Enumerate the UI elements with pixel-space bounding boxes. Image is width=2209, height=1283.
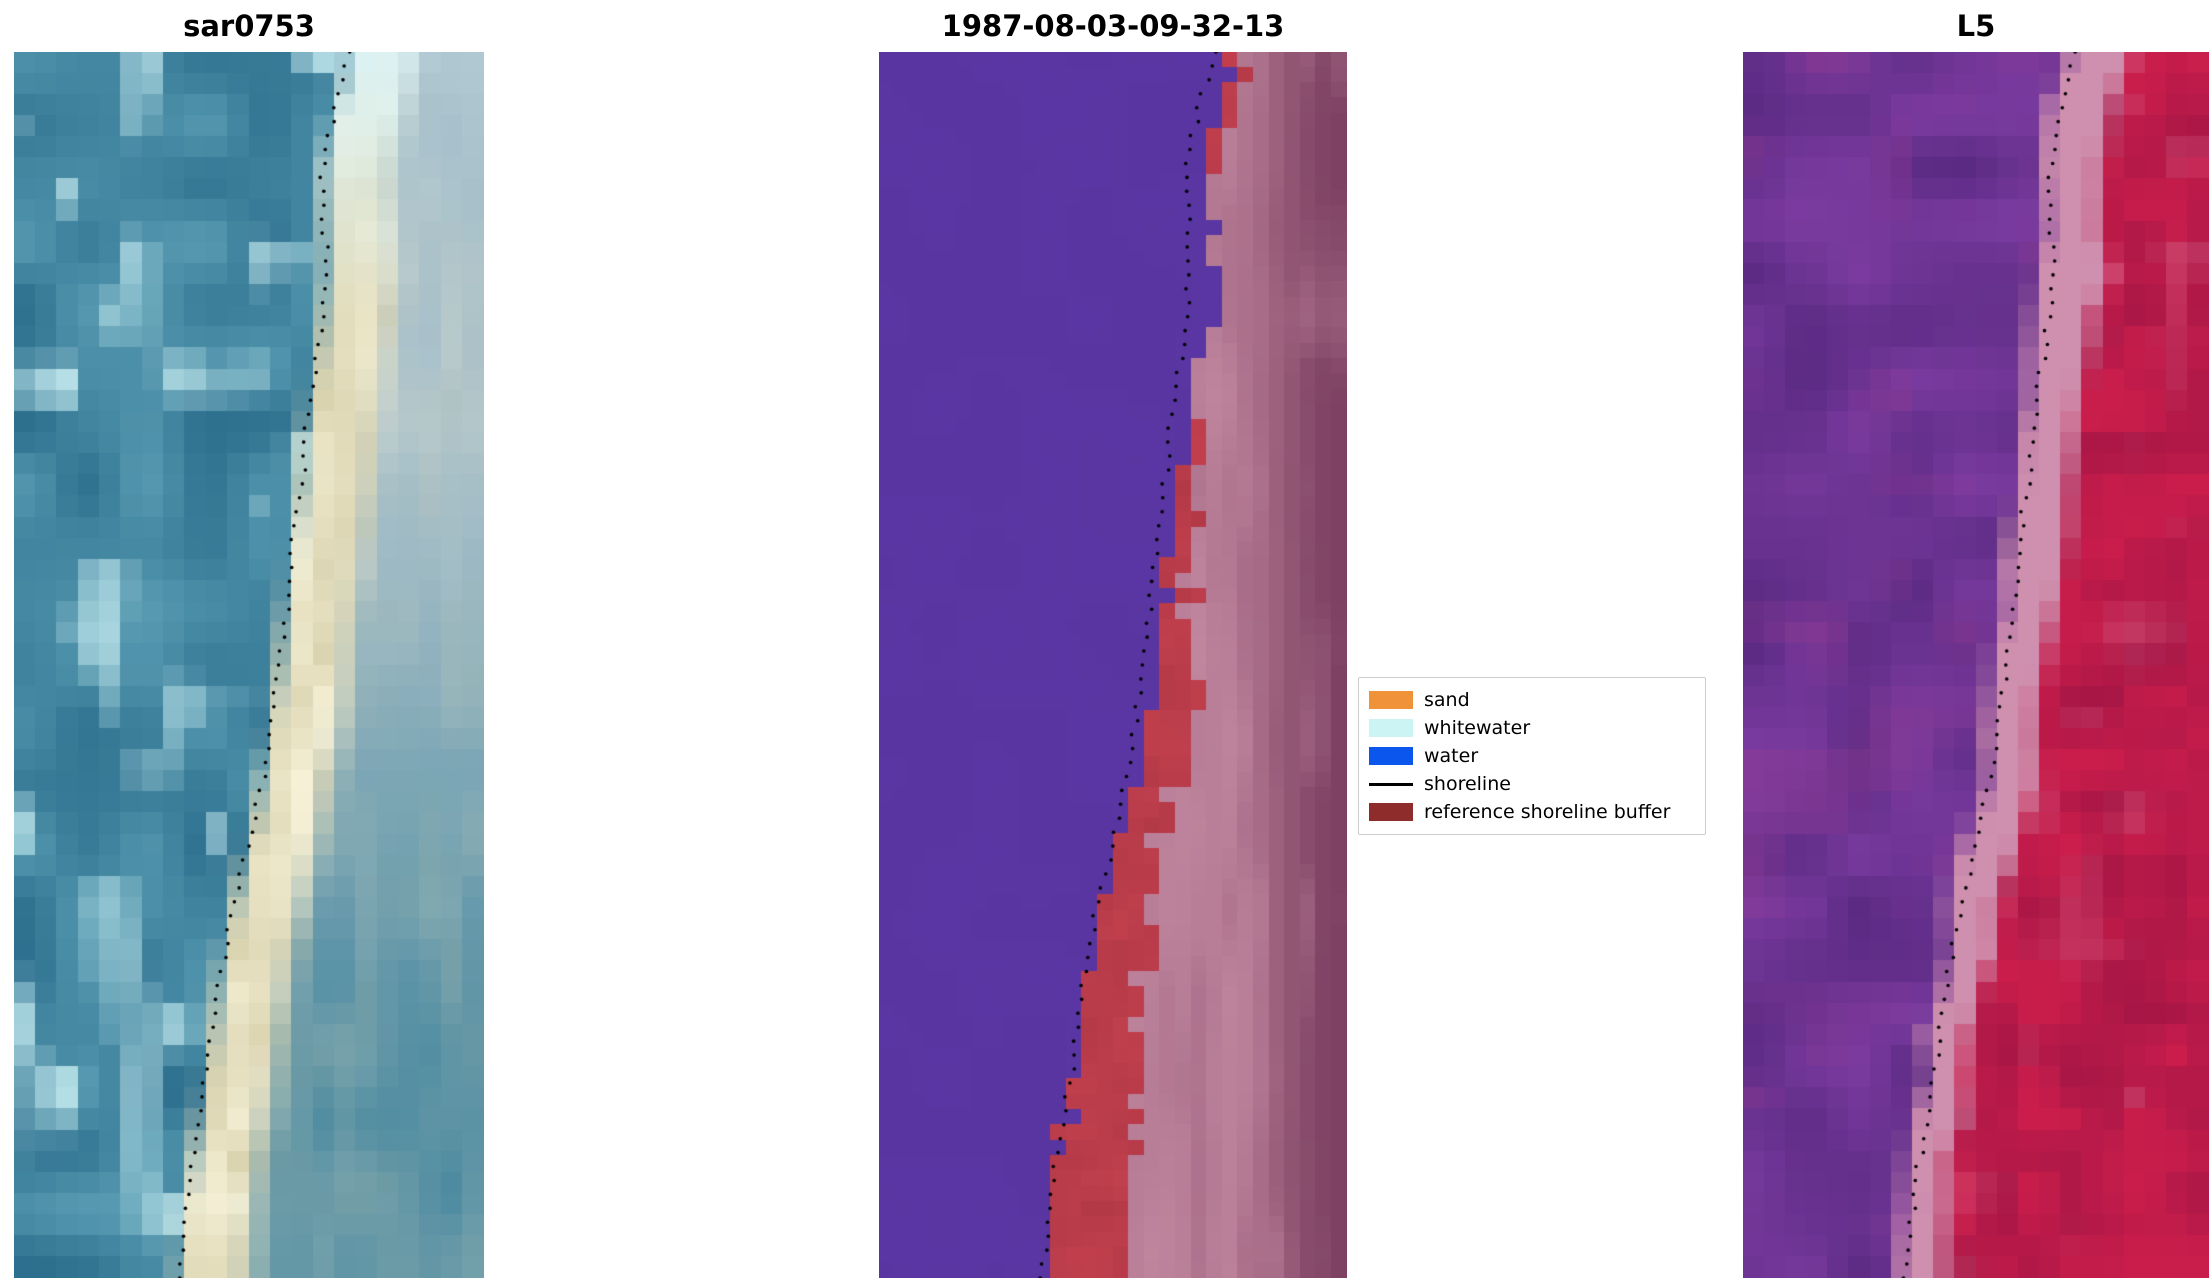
panel-title-l5: L5 [1956,9,1996,43]
sand-swatch [1369,691,1413,709]
water-swatch [1369,747,1413,765]
shoreline-line-swatch [1369,782,1413,786]
panel-sar [14,52,484,1278]
panel-l5 [1743,52,2209,1278]
legend-label-sand: sand [1424,689,1470,711]
legend-label-reference-shoreline-buffer: reference shoreline buffer [1424,801,1671,823]
panel-title-classified-date: 1987-08-03-09-32-13 [941,9,1285,43]
legend-item-whitewater: whitewater [1369,714,1695,742]
legend-item-sand: sand [1369,686,1695,714]
panel-title-sar: sar0753 [183,9,315,43]
legend-label-shoreline: shoreline [1424,773,1511,795]
legend-item-reference-shoreline-buffer: reference shoreline buffer [1369,798,1695,826]
whitewater-swatch [1369,719,1413,737]
classified-image-canvas [879,52,1347,1278]
legend-item-shoreline: shoreline [1369,770,1695,798]
legend: sand whitewater water shoreline referenc… [1358,677,1706,835]
l5-image-canvas [1743,52,2209,1278]
legend-label-water: water [1424,745,1479,767]
reference-buffer-swatch [1369,803,1413,821]
panel-classified [879,52,1347,1278]
sar-image-canvas [14,52,484,1278]
legend-label-whitewater: whitewater [1424,717,1531,739]
legend-item-water: water [1369,742,1695,770]
